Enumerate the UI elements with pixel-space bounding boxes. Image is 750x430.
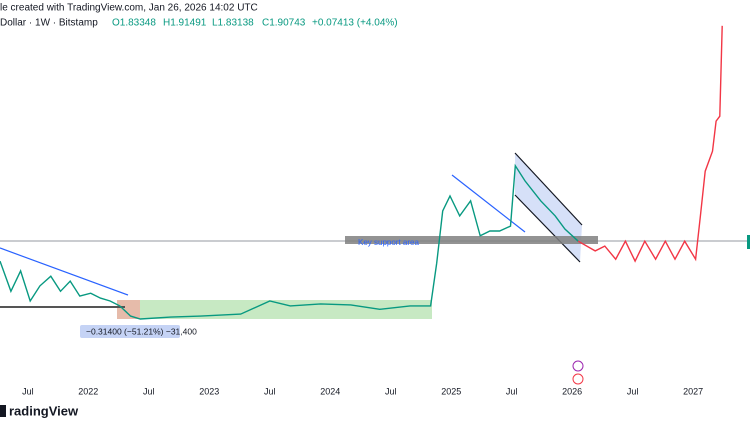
watermark: radingView xyxy=(9,403,79,418)
x-tick-label: Jul xyxy=(143,386,155,396)
icon xyxy=(572,373,584,385)
x-tick-label: Jul xyxy=(627,386,639,396)
trend-line xyxy=(451,174,526,233)
trend-line xyxy=(0,247,129,296)
annotation: −0.31400 (−51.21%) −31,400 xyxy=(86,326,197,336)
ohlc: H1.91491 xyxy=(163,18,207,29)
x-tick-label: 2024 xyxy=(320,386,340,396)
x-tick-label: 2023 xyxy=(199,386,219,396)
ohlc: L1.83138 xyxy=(212,18,254,29)
ohlc: C1.90743 xyxy=(262,18,306,29)
x-tick-label: Jul xyxy=(506,386,518,396)
price-marker xyxy=(747,235,750,249)
ohlc: O1.83348 xyxy=(112,18,156,29)
x-tick-label: 2025 xyxy=(441,386,461,396)
channel-line xyxy=(514,194,581,263)
price-line xyxy=(0,163,579,320)
x-tick-label: Jul xyxy=(385,386,397,396)
measure-box xyxy=(80,325,180,338)
drop-box xyxy=(117,300,140,319)
x-tick-label: 2022 xyxy=(78,386,98,396)
logo-icon xyxy=(0,405,6,417)
support-band xyxy=(345,236,598,244)
channel-line xyxy=(514,152,583,226)
x-tick-label: Jul xyxy=(264,386,276,396)
annotation: Key support area xyxy=(358,238,419,247)
x-tick-label: 2027 xyxy=(683,386,703,396)
symbol: Dollar · 1W · Bitstamp xyxy=(0,18,98,29)
x-tick-label: Jul xyxy=(22,386,34,396)
change: +0.07413 (+4.04%) xyxy=(312,18,398,29)
range-box xyxy=(117,300,432,319)
x-tick-label: 2026 xyxy=(562,386,582,396)
channel xyxy=(515,153,582,262)
icon xyxy=(572,360,584,372)
header: le created with TradingView.com, Jan 26,… xyxy=(0,3,258,14)
price-line xyxy=(577,25,723,263)
